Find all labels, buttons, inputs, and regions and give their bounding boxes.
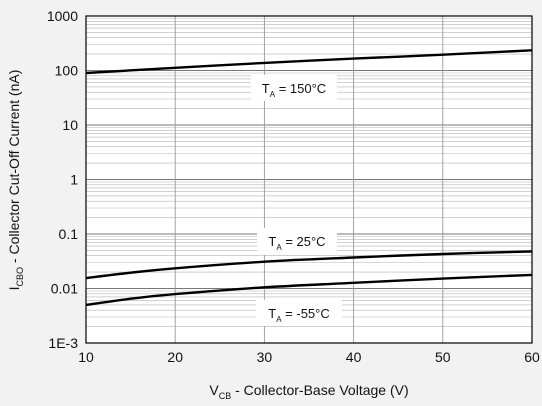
y-tick-label: 0.1 [59,226,79,242]
series-labels: TA = 150°C TA = 25°C TA = -55°C [251,75,342,326]
x-tick-label: 30 [257,349,273,365]
y-tick-label: 10 [62,117,78,133]
series-label: TA = 25°C [268,234,325,252]
x-tick-label: 20 [167,349,183,365]
series-label: TA = 150°C [262,81,326,99]
series-label-box [257,228,337,255]
y-axis-label-rest: - Collector Cut-Off Current (nA) [6,70,22,267]
x-axis-label: VCB - Collector-Base Voltage (V) [209,382,408,401]
y-tick-label: 1 [70,172,78,188]
grid [85,15,533,344]
y-axis-label-sub: CBO [15,267,25,287]
y-tick-label: 0.01 [51,281,78,297]
x-axis-label-rest: - Collector-Base Voltage (V) [231,382,408,398]
x-axis-label-sub: CB [219,391,232,401]
series-lines [85,49,533,307]
x-tick-label: 40 [346,349,362,365]
series-line-1 [85,250,533,280]
series-line-0 [85,49,533,75]
series-line-2 [85,273,533,307]
x-axis-label-main: V [209,382,219,398]
y-tick-label: 100 [55,63,79,79]
x-tick-label: 10 [78,349,94,365]
plot-frame [85,15,533,344]
x-tick-labels: 10 20 30 40 50 60 [78,349,540,365]
y-axis-label-main: I [6,286,22,290]
series-label: TA = -55°C [268,306,330,324]
y-tick-label: 1000 [47,8,78,24]
x-tick-label: 60 [524,349,540,365]
y-tick-labels: 1E-3 0.01 0.1 1 10 100 1000 [47,8,78,351]
y-axis-label: ICBO - Collector Cut-Off Current (nA) [6,70,25,291]
y-tick-label: 1E-3 [48,335,78,351]
series-label-box [251,75,337,101]
x-tick-label: 50 [435,349,451,365]
series-label-box [256,300,342,326]
